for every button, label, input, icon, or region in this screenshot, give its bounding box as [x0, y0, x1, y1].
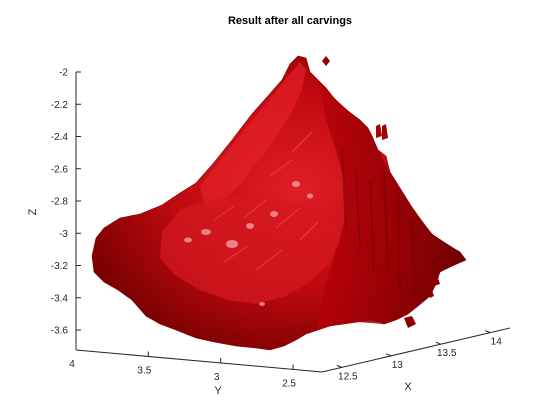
- axis-labels: -2 -2.2 -2.4 -2.6 -2.8 -3 -3.2 -3.4 -3.6 4 3.5 3 2.5…: [27, 68, 502, 398]
- x-tick-label: 13.5: [437, 348, 457, 359]
- x-tick-mark: [386, 353, 392, 357]
- y-axis-label: Y: [214, 385, 222, 397]
- chart-title: Result after all carvings: [228, 15, 352, 27]
- surface-right-face: [318, 80, 466, 330]
- z-tick-label: -3: [59, 229, 68, 240]
- x-tick-label: 13: [392, 360, 404, 371]
- x-axis-label: X: [404, 381, 412, 393]
- z-tick-label: -2.6: [51, 164, 69, 175]
- surface-front-patch: [160, 196, 340, 304]
- axes: [75, 72, 511, 373]
- surface-object: [91, 55, 467, 351]
- z-tick-label: -2.8: [51, 197, 69, 208]
- surface-streaks: [341, 149, 415, 297]
- x-tick-label: 12.5: [338, 371, 358, 382]
- surface-fragment: [432, 278, 440, 286]
- surface-fragment: [322, 56, 330, 66]
- surface-ridge-highlight: [200, 62, 306, 210]
- x-axis-line: [321, 327, 511, 373]
- axis-ticks: [75, 71, 491, 370]
- z-axis-label: Z: [27, 208, 39, 215]
- x-tick-mark: [336, 364, 342, 368]
- surface-fragment: [382, 124, 388, 140]
- z-tick-label: -3.4: [51, 293, 69, 304]
- surface-highlights: [184, 181, 313, 306]
- z-tick-label: -2.2: [51, 100, 69, 111]
- z-tick-label: -2: [59, 68, 68, 79]
- surface-fragment: [376, 124, 382, 138]
- y-tick-label: 3.5: [137, 365, 151, 376]
- x-tick-mark: [485, 330, 491, 334]
- z-tick-label: -3.6: [51, 326, 69, 337]
- y-tick-label: 3: [214, 372, 220, 383]
- y-axis-line: [75, 349, 323, 373]
- surface-fragment: [404, 316, 416, 328]
- surface-fragment: [428, 290, 434, 298]
- x-tick-mark: [435, 341, 441, 345]
- surface-facets: [213, 131, 319, 271]
- y-tick-label: 2.5: [282, 378, 296, 389]
- z-tick-label: -3.2: [51, 261, 69, 272]
- z-tick-label: -2.4: [51, 132, 69, 143]
- x-tick-label: 14: [491, 337, 503, 348]
- y-tick-label: 4: [69, 359, 75, 370]
